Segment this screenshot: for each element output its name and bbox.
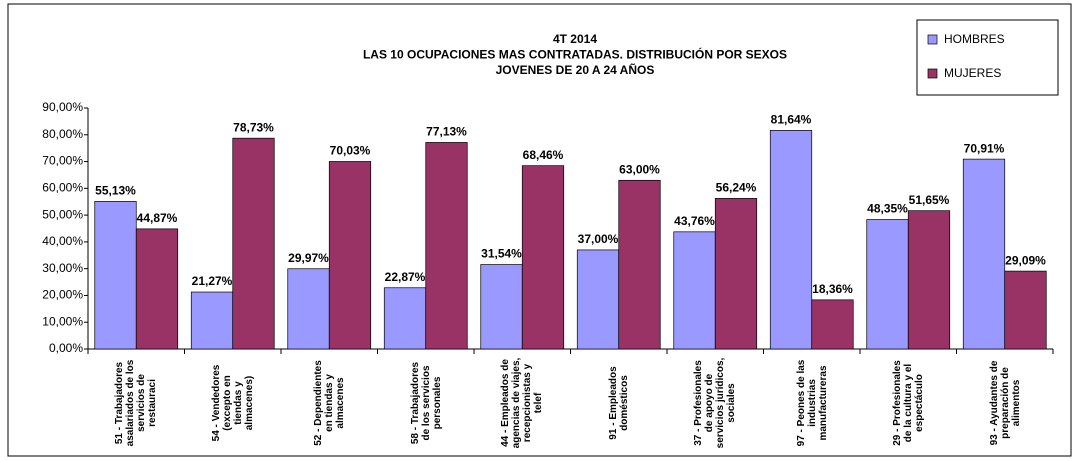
bar [425, 142, 468, 350]
value-label: 81,64% [771, 113, 812, 127]
value-label: 18,36% [812, 282, 853, 296]
y-tick-label: 70,00% [42, 154, 83, 168]
bar [907, 210, 951, 350]
value-label: 44,87% [137, 211, 178, 225]
bar [135, 228, 179, 350]
bar [190, 291, 234, 350]
x-tick-label: 97 - Peones de las industrias manufactur… [779, 357, 845, 449]
x-tick-text: 91 - Empleados domésticos [607, 366, 630, 440]
legend-label: MUJERES [944, 66, 1001, 80]
value-label: 70,03% [330, 144, 371, 158]
value-label: 77,13% [426, 125, 467, 139]
bar [232, 137, 275, 350]
value-label: 37,00% [578, 232, 619, 246]
y-tick-label: 10,00% [42, 314, 83, 328]
x-tick-text: 58 - Trabajadores de los servicios perso… [409, 361, 443, 445]
y-tick-label: 30,00% [42, 261, 83, 275]
y-tick-label: 40,00% [42, 234, 83, 248]
y-tick-label: 20,00% [42, 288, 83, 302]
y-tick-label: 0,00% [49, 341, 83, 355]
x-tick-text: 51 - Trabajadores asalariados de los ser… [114, 359, 159, 447]
legend-label: HOMBRES [944, 32, 1005, 46]
x-tick-text: 54 - Vendedores (excepto en tiendas y al… [210, 364, 255, 442]
chart-title: LAS 10 OCUPACIONES MAS CONTRATADAS. DIST… [363, 47, 787, 62]
x-tick-text: 29 - Profesionales de la cultura y el es… [891, 360, 925, 446]
value-label: 22,87% [385, 270, 426, 284]
value-label: 29,97% [288, 251, 329, 265]
value-label: 48,35% [867, 202, 908, 216]
bar [287, 268, 330, 350]
bar [94, 201, 137, 350]
value-label: 21,27% [192, 274, 233, 288]
value-label: 55,13% [95, 184, 136, 198]
bar [769, 130, 813, 350]
value-label: 56,24% [716, 181, 757, 195]
bar [673, 231, 716, 350]
x-tick-text: 37 - Profesionales de apoyo de servicios… [693, 357, 738, 449]
x-tick-label: 91 - Empleados domésticos [586, 357, 652, 449]
bar [328, 161, 372, 350]
chart-title: JOVENES DE 20 A 24 AÑOS [496, 62, 655, 77]
value-label: 29,09% [1005, 253, 1046, 267]
value-label: 31,54% [481, 247, 522, 261]
bar [866, 219, 909, 350]
x-tick-text: 97 - Peones de las industrias manufactur… [795, 359, 829, 447]
bar [480, 264, 523, 350]
bar [383, 287, 427, 350]
x-tick-label: 29 - Profesionales de la cultura y el es… [875, 357, 941, 449]
x-tick-label: 37 - Profesionales de apoyo de servicios… [682, 357, 748, 449]
x-tick-label: 52 - Dependientes en tiendas y almacenes [296, 357, 362, 449]
bar [576, 249, 620, 350]
x-tick-label: 58 - Trabajadores de los servicios perso… [393, 357, 459, 449]
x-tick-label: 93 - Ayudantes de preparación de aliment… [972, 357, 1038, 449]
y-tick-label: 50,00% [42, 207, 83, 221]
legend-box [916, 19, 1059, 96]
x-tick-label: 44 - Empleados de agencias de viajes, re… [489, 357, 555, 449]
bar [714, 198, 758, 350]
x-tick-label: 51 - Trabajadores asalariados de los ser… [103, 357, 169, 449]
chart-title: 4T 2014 [553, 32, 597, 46]
legend-swatch [927, 68, 938, 79]
value-label: 78,73% [233, 120, 274, 134]
legend-swatch [927, 34, 938, 45]
y-tick-label: 80,00% [42, 127, 83, 141]
bar [1004, 270, 1047, 350]
bar [521, 165, 565, 350]
bar [962, 158, 1006, 350]
y-tick-label: 60,00% [42, 181, 83, 195]
bar [811, 299, 854, 350]
value-label: 68,46% [523, 148, 564, 162]
x-tick-label: 54 - Vendedores (excepto en tiendas y al… [200, 357, 266, 449]
value-label: 70,91% [964, 141, 1005, 155]
value-label: 51,65% [909, 193, 950, 207]
bar [618, 179, 661, 350]
x-tick-text: 52 - Dependientes en tiendas y almacenes [312, 360, 346, 446]
y-tick-label: 90,00% [42, 100, 83, 114]
x-tick-text: 93 - Ayudantes de preparación de aliment… [988, 360, 1022, 446]
value-label: 43,76% [674, 214, 715, 228]
x-tick-text: 44 - Empleados de agencias de viajes, re… [500, 357, 545, 449]
value-label: 63,00% [619, 162, 660, 176]
